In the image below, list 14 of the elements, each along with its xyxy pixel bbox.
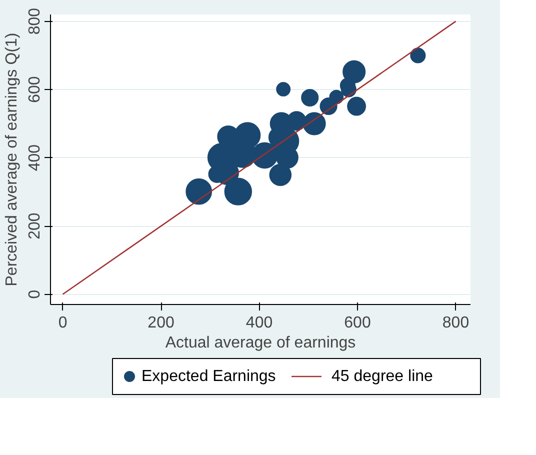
legend-label: Expected Earnings: [142, 368, 276, 385]
x-tick-label: 400: [246, 314, 273, 332]
x-tick-label: 600: [344, 314, 371, 332]
legend-label: 45 degree line: [332, 368, 434, 385]
y-axis-title: Perceived average of earnings Q(1): [4, 32, 20, 286]
y-tick-label: 0: [26, 290, 44, 299]
y-tick-label: 400: [26, 144, 44, 172]
x-tick-label: 0: [58, 314, 68, 332]
y-tick-label: 200: [26, 212, 44, 240]
x-tick-label: 200: [148, 314, 174, 332]
x-tick-label: 800: [442, 314, 470, 332]
y-tick-label: 800: [26, 8, 44, 35]
y-tick-label: 600: [26, 76, 44, 103]
x-axis-title: Actual average of earnings: [165, 334, 356, 352]
